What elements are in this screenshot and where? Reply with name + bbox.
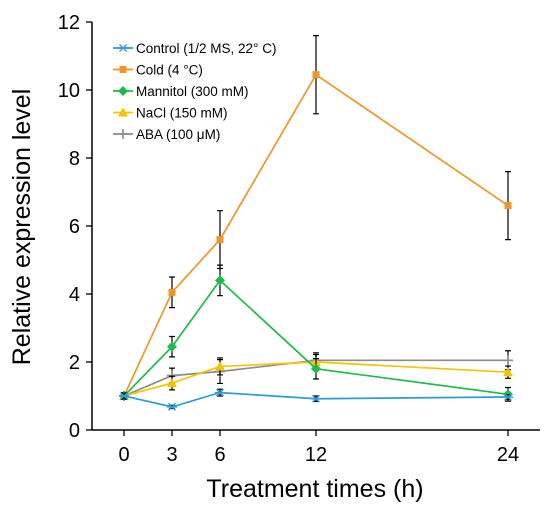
data-point — [215, 275, 225, 286]
y-tick-label: 8 — [69, 148, 80, 170]
data-point — [167, 378, 177, 388]
y-tick-label: 2 — [69, 352, 80, 374]
data-point — [503, 393, 513, 402]
series-group — [119, 388, 513, 411]
data-point — [312, 71, 320, 79]
legend-label: Control (1/2 MS, 22° C) — [136, 41, 276, 56]
data-point — [215, 388, 225, 397]
legend-label: ABA (100 μM) — [136, 127, 220, 142]
data-point — [311, 394, 321, 403]
x-tick-label: 24 — [497, 444, 519, 466]
plot-area — [119, 35, 513, 411]
legend-label: Mannitol (300 mM) — [136, 84, 249, 99]
legend-marker — [118, 129, 128, 139]
data-point — [168, 288, 176, 296]
y-tick-label: 6 — [69, 216, 80, 238]
legend-marker — [119, 66, 127, 73]
data-point — [311, 363, 321, 374]
data-point — [504, 202, 512, 210]
legend-marker — [118, 44, 128, 52]
data-point — [167, 341, 177, 352]
legend-marker — [118, 107, 128, 117]
legend-label: Cold (4 °C) — [136, 63, 203, 78]
data-point — [215, 361, 225, 371]
series-line — [123, 73, 509, 397]
data-point — [503, 355, 513, 366]
x-axis-label: Treatment times (h) — [206, 475, 423, 503]
legend: Control (1/2 MS, 22° C) Cold (4 °C) Mannit… — [113, 41, 276, 142]
x-tick-label: 3 — [166, 444, 177, 466]
legend-label: NaCl (150 mM) — [136, 106, 228, 121]
legend-marker — [118, 86, 128, 96]
y-axis-label: Relative expression level — [8, 89, 36, 366]
y-tick-label: 4 — [69, 284, 80, 306]
x-tick-label: 6 — [214, 444, 225, 466]
data-point — [503, 367, 513, 377]
y-tick-label: 0 — [69, 420, 80, 442]
data-point — [216, 236, 224, 244]
x-tick-label: 12 — [305, 444, 327, 466]
data-point — [119, 392, 129, 400]
y-tick-label: 12 — [58, 12, 80, 34]
x-tick-label: 0 — [118, 444, 129, 466]
data-point — [167, 402, 177, 411]
y-tick-label: 10 — [58, 80, 80, 102]
